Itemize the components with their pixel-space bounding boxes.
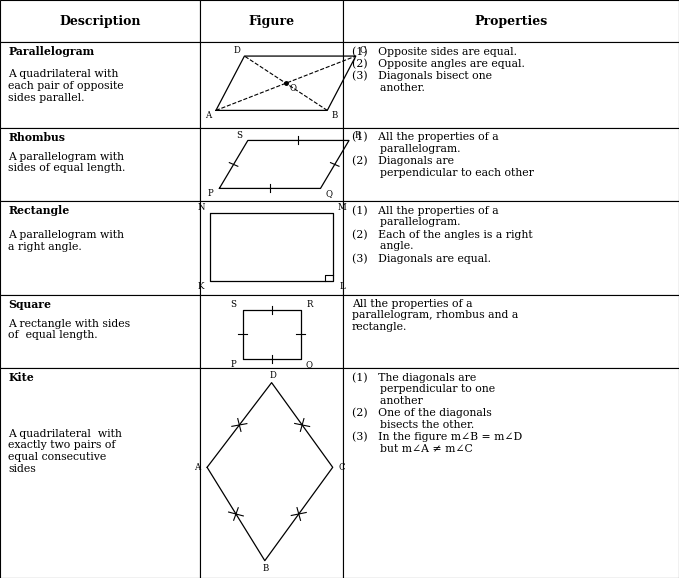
Bar <box>0 201 200 295</box>
Text: P: P <box>231 360 236 369</box>
Text: Square: Square <box>8 299 51 310</box>
Text: P: P <box>208 189 213 198</box>
Text: All the properties of a
parallelogram, rhombus and a
rectangle.: All the properties of a parallelogram, r… <box>352 299 518 332</box>
Text: Rectangle: Rectangle <box>8 205 69 216</box>
Bar <box>0 295 200 368</box>
Text: Kite: Kite <box>8 372 34 383</box>
Bar <box>343 368 679 578</box>
Text: A parallelogram with
sides of equal length.: A parallelogram with sides of equal leng… <box>8 151 126 173</box>
Bar <box>343 295 679 368</box>
Text: L: L <box>340 281 345 291</box>
Text: (1)   The diagonals are
        perpendicular to one
        another
(2)   One o: (1) The diagonals are perpendicular to o… <box>352 372 522 454</box>
Bar <box>200 42 343 128</box>
Text: S: S <box>236 131 242 140</box>
Bar <box>0 368 200 578</box>
Text: N: N <box>197 203 205 212</box>
Text: Properties: Properties <box>475 14 547 28</box>
Text: A: A <box>194 463 201 472</box>
Bar <box>343 42 679 128</box>
Text: (1)   All the properties of a
        parallelogram.
(2)   Each of the angles is: (1) All the properties of a parallelogra… <box>352 205 532 264</box>
Text: M: M <box>338 203 346 212</box>
Text: Parallelogram: Parallelogram <box>8 46 94 57</box>
Bar <box>343 201 679 295</box>
Bar <box>200 201 343 295</box>
Text: A quadrilateral  with
exactly two pairs of
equal consecutive
sides: A quadrilateral with exactly two pairs o… <box>8 429 122 474</box>
Text: O: O <box>290 84 297 93</box>
Text: Q: Q <box>306 360 313 369</box>
Bar <box>200 0 343 42</box>
Text: (1)   Opposite sides are equal.
(2)   Opposite angles are equal.
(3)   Diagonals: (1) Opposite sides are equal. (2) Opposi… <box>352 46 525 93</box>
Text: A rectangle with sides
of  equal length.: A rectangle with sides of equal length. <box>8 318 130 340</box>
Bar <box>200 128 343 201</box>
Text: Rhombus: Rhombus <box>8 132 65 143</box>
Text: B: B <box>263 564 270 573</box>
Bar <box>343 0 679 42</box>
Bar <box>343 128 679 201</box>
Text: S: S <box>231 300 237 309</box>
Text: R: R <box>354 131 361 140</box>
Bar <box>0 0 200 42</box>
Bar <box>0 128 200 201</box>
Bar <box>200 368 343 578</box>
Text: (1)   All the properties of a
        parallelogram.
(2)   Diagonals are
       : (1) All the properties of a parallelogra… <box>352 132 534 178</box>
Text: A quadrilateral with
each pair of opposite
sides parallel.: A quadrilateral with each pair of opposi… <box>8 69 124 102</box>
Text: Description: Description <box>59 14 141 28</box>
Text: B: B <box>331 110 338 120</box>
Text: C: C <box>360 46 367 55</box>
Text: A parallelogram with
a right angle.: A parallelogram with a right angle. <box>8 231 124 252</box>
Text: C: C <box>339 463 346 472</box>
Text: R: R <box>306 300 313 309</box>
Text: D: D <box>270 371 276 380</box>
Text: Figure: Figure <box>249 14 295 28</box>
Text: A: A <box>205 110 212 120</box>
Bar <box>200 295 343 368</box>
Text: Q: Q <box>326 189 333 198</box>
Text: K: K <box>198 281 204 291</box>
Text: D: D <box>234 46 240 55</box>
Bar <box>0 42 200 128</box>
